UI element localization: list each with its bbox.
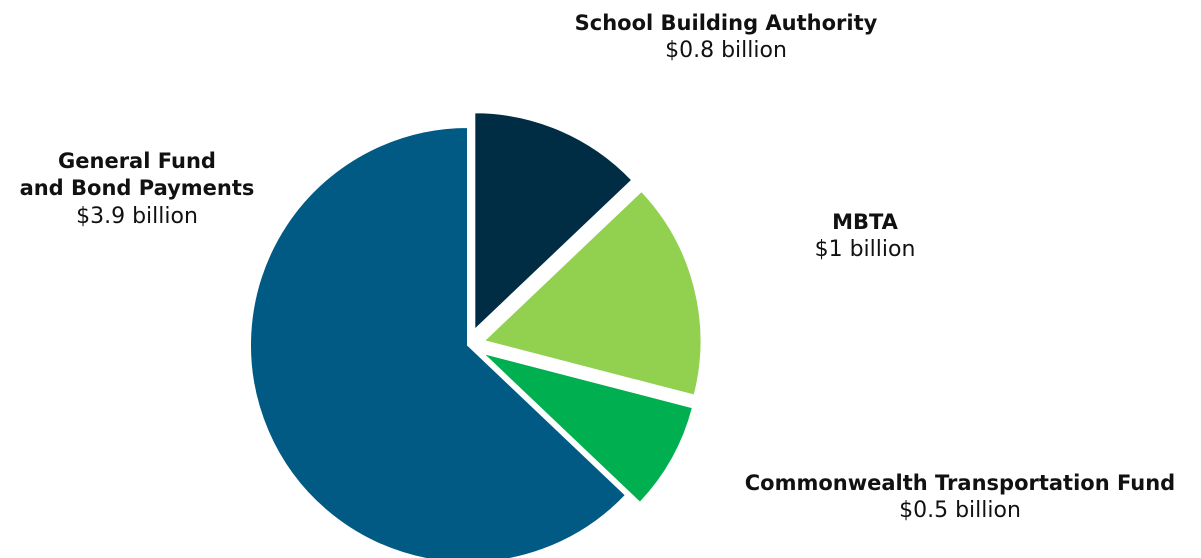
pie-slice-mbta [481,189,703,397]
slice-value: $0.8 billion [665,38,787,64]
pie-slice-general-fund [249,125,628,558]
label-mbta: MBTA $1 billion [800,209,930,265]
label-school-building-authority: School Building Authority $0.8 billion [565,10,887,66]
slice-name: General Fund [58,149,216,173]
slice-name: Commonwealth Transportation Fund [744,471,1176,495]
slice-name: MBTA [832,210,898,234]
slice-name: School Building Authority [574,11,878,35]
slice-value: $3.9 billion [76,203,198,229]
pie-slice-school-building-authority [473,111,634,333]
pie-slices [249,111,703,558]
pie-slice-commonwealth-transportation-fund [478,350,695,505]
slice-value: $1 billion [814,237,916,263]
label-commonwealth-transportation-fund: Commonwealth Transportation Fund $0.5 bi… [722,470,1198,526]
slice-name-line-2: and Bond Payments [19,176,255,201]
slice-value: $0.5 billion [899,498,1021,524]
label-general-fund: General Fund and Bond Payments $3.9 bill… [6,148,268,231]
